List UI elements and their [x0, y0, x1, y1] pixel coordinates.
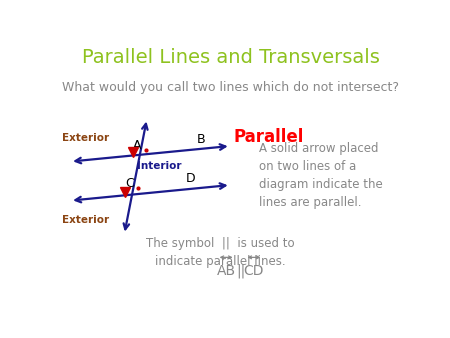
Text: ||: ||: [236, 264, 246, 278]
Text: B: B: [197, 134, 205, 146]
Text: A: A: [133, 139, 141, 152]
Text: Interior: Interior: [137, 161, 181, 171]
Text: D: D: [186, 172, 195, 185]
Text: C: C: [125, 177, 134, 190]
Text: Exterior: Exterior: [63, 133, 109, 143]
Text: What would you call two lines which do not intersect?: What would you call two lines which do n…: [62, 81, 399, 94]
Text: CD: CD: [244, 264, 264, 278]
Text: The symbol  ||  is used to
indicate parallel lines.: The symbol || is used to indicate parall…: [146, 237, 294, 268]
Text: Parallel Lines and Transversals: Parallel Lines and Transversals: [82, 48, 379, 67]
Text: Parallel: Parallel: [234, 128, 304, 146]
Text: AB: AB: [216, 264, 236, 278]
Text: A solid arrow placed
on two lines of a
diagram indicate the
lines are parallel.: A solid arrow placed on two lines of a d…: [258, 142, 382, 209]
Text: Exterior: Exterior: [63, 215, 109, 225]
